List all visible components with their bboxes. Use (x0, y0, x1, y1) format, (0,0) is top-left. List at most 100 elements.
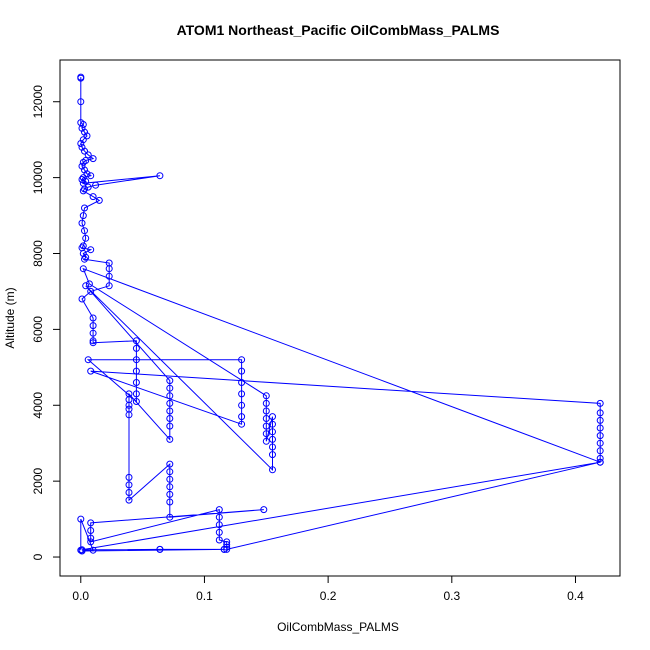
data-point (87, 527, 95, 534)
data-point (84, 183, 92, 191)
data-point (77, 140, 85, 147)
data-point (262, 422, 270, 430)
data-point (81, 255, 88, 263)
x-tick-label: 0.4 (567, 589, 584, 603)
data-point (83, 170, 91, 178)
data-point (79, 187, 87, 195)
data-point (87, 538, 95, 546)
data-point (125, 411, 133, 419)
data-point (166, 392, 174, 400)
series-line (80, 77, 601, 552)
data-point (238, 420, 246, 428)
data-point (269, 428, 276, 436)
data-point (269, 435, 276, 443)
data-point (166, 435, 174, 443)
data-point (269, 443, 276, 451)
data-point (238, 401, 246, 409)
data-point (132, 337, 140, 345)
data-point (166, 399, 174, 407)
data-points (77, 73, 604, 555)
x-tick-label: 0.1 (196, 589, 213, 603)
data-point (238, 413, 246, 421)
data-point (262, 415, 270, 422)
data-point (132, 344, 140, 352)
data-point (77, 546, 85, 554)
data-point (79, 158, 87, 166)
data-point (79, 242, 87, 250)
data-point (82, 253, 90, 261)
data-series (77, 73, 604, 555)
data-point (77, 515, 85, 523)
data-point (95, 196, 103, 204)
x-tick-label: 0.0 (72, 589, 89, 603)
data-point (78, 176, 86, 183)
y-tick-label: 12000 (31, 85, 45, 119)
data-point (132, 356, 140, 364)
data-point (132, 390, 140, 398)
data-point (132, 367, 140, 375)
data-point (156, 545, 164, 553)
y-tick-label: 2000 (31, 467, 45, 494)
data-point (262, 399, 270, 407)
data-point (166, 407, 174, 415)
data-point (596, 424, 604, 432)
data-point (220, 545, 228, 553)
data-point (105, 265, 113, 273)
data-point (87, 367, 95, 375)
data-point (77, 98, 85, 106)
data-point (81, 185, 88, 193)
data-point (215, 513, 223, 521)
data-point (166, 422, 174, 430)
data-point (223, 545, 231, 553)
data-point (166, 513, 174, 521)
data-point (87, 172, 95, 180)
y-tick-label: 6000 (31, 316, 45, 343)
x-tick-label: 0.2 (320, 589, 337, 603)
data-point (87, 246, 95, 254)
data-point (215, 528, 223, 536)
data-point (156, 172, 164, 180)
data-point (105, 272, 113, 280)
data-point (269, 466, 276, 474)
data-point (596, 458, 604, 466)
data-point (166, 498, 174, 506)
data-point (89, 322, 97, 330)
data-point (79, 121, 87, 128)
data-point (87, 534, 95, 542)
data-point (238, 379, 246, 386)
data-point (82, 282, 90, 290)
data-point (87, 287, 95, 295)
data-point (79, 265, 87, 273)
data-point (262, 437, 270, 445)
data-point (85, 280, 93, 288)
data-point (166, 468, 174, 476)
data-point (269, 451, 276, 459)
y-axis: 0 2000 4000 6000 8000 10000 12000 (31, 85, 61, 560)
data-point (81, 227, 88, 235)
x-axis-label: OilCombMass_PALMS (277, 620, 399, 634)
data-point (166, 377, 174, 385)
data-point (596, 454, 604, 462)
x-tick-label: 0.3 (443, 589, 460, 603)
data-point (78, 547, 86, 555)
data-point (84, 356, 92, 364)
data-point (238, 390, 246, 398)
chart-title: ATOM1 Northeast_Pacific OilCombMass_PALM… (177, 22, 500, 38)
data-point (132, 398, 140, 405)
data-point (238, 356, 246, 364)
data-point (596, 409, 604, 417)
y-tick-label: 0 (31, 553, 45, 560)
data-point (89, 337, 97, 345)
data-point (125, 496, 133, 504)
data-point (166, 490, 174, 498)
data-point (262, 407, 270, 415)
data-point (89, 155, 97, 163)
data-point (78, 295, 86, 303)
y-tick-label: 10000 (31, 161, 45, 195)
data-point (166, 384, 174, 392)
data-point (89, 339, 97, 347)
data-point (81, 204, 88, 212)
y-axis-label: Altitude (m) (3, 287, 17, 348)
data-point (596, 399, 604, 407)
